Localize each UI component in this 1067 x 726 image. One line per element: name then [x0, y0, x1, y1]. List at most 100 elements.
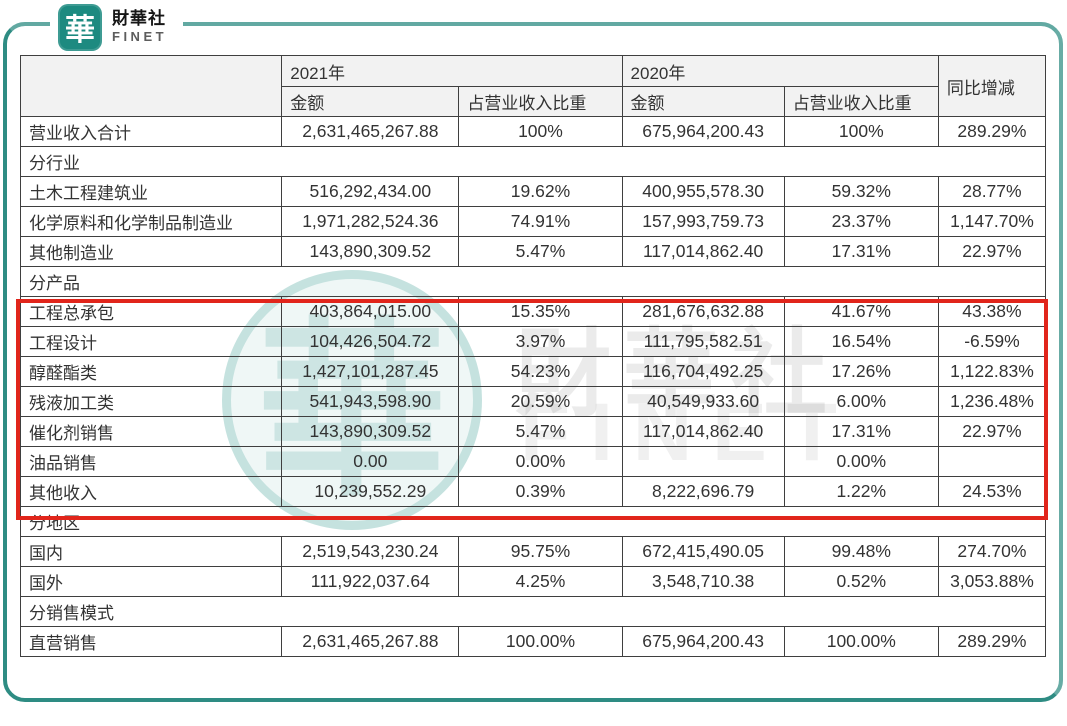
cell-2020-amount: 281,676,632.88: [621, 296, 785, 327]
cell-2021-ratio: 5.47%: [458, 416, 623, 447]
section-row: 分产品: [20, 266, 1046, 297]
cell-2021-ratio: 0.39%: [458, 476, 623, 507]
table-row: 残液加工类 541,943,598.90 20.59% 40,549,933.60 6.…: [19, 386, 1047, 417]
header-row-subcolumns: 金额 占营业收入比重 金额 占营业收入比重: [21, 86, 1046, 117]
row-label: 工程设计: [19, 326, 283, 357]
cell-2020-ratio: 17.26%: [783, 356, 939, 387]
cell-2020-amount: 400,955,578.30: [621, 176, 785, 207]
row-label: 土木工程建筑业: [19, 176, 283, 207]
cell-2020-amount: 672,415,490.05: [621, 536, 785, 567]
cell-2021-ratio: 3.97%: [458, 326, 623, 357]
cell-2021-ratio: 4.25%: [458, 566, 623, 597]
row-label: 其他制造业: [19, 236, 283, 267]
cell-2020-ratio: 17.31%: [783, 416, 939, 447]
cell-2020-ratio: 0.52%: [783, 566, 939, 597]
cell-yoy-change: 22.97%: [937, 416, 1047, 447]
cell-2021-ratio: 0.00%: [458, 446, 623, 477]
cell-2020-ratio: 99.48%: [783, 536, 939, 567]
cell-yoy-change: 22.97%: [937, 236, 1047, 267]
cell-2020-ratio: 59.32%: [783, 176, 939, 207]
cell-yoy-change: 1,236.48%: [937, 386, 1047, 417]
row-label: 醇醛酯类: [19, 356, 283, 387]
table-row: 醇醛酯类 1,427,101,287.45 54.23% 116,704,492.25…: [19, 356, 1047, 387]
table-row: 工程设计 104,426,504.72 3.97% 111,795,582.51 16.…: [19, 326, 1047, 357]
finet-logo: 華 財華社 FINET: [50, 0, 184, 52]
table-row: 其他制造业 143,890,309.52 5.47% 117,014,862.40 17…: [19, 236, 1047, 267]
finet-logo-name-en: FINET: [112, 29, 168, 45]
row-label: 直营销售: [19, 626, 283, 657]
section-label: 分销售模式: [20, 596, 1046, 627]
revenue-breakdown-table: 2021年 2020年 同比增减 金额 占营业收入比重 金额 占营业收入比重 营…: [19, 55, 1047, 657]
row-label: 残液加工类: [19, 386, 283, 417]
section-row: 分销售模式: [20, 596, 1046, 627]
cell-2021-amount: 541,943,598.90: [281, 386, 460, 417]
cell-2020-ratio: 100%: [783, 116, 939, 147]
table-row: 催化剂销售 143,890,309.52 5.47% 117,014,862.40 17…: [19, 416, 1047, 447]
cell-2020-ratio: 0.00%: [783, 446, 939, 477]
cell-2021-ratio: 95.75%: [458, 536, 623, 567]
table-row: 直营销售 2,631,465,267.88 100.00% 675,964,200.4…: [19, 626, 1047, 657]
cell-2021-ratio: 54.23%: [458, 356, 623, 387]
cell-2020-ratio: 1.22%: [783, 476, 939, 507]
header-year-2020: 2020年: [621, 55, 939, 87]
finet-logo-name-zh: 財華社: [112, 9, 166, 29]
cell-2020-amount: 117,014,862.40: [621, 416, 785, 447]
header-row-groups: 2021年 2020年 同比增减: [19, 55, 1047, 117]
row-label: 催化剂销售: [19, 416, 283, 447]
cell-2020-amount: [621, 446, 785, 477]
cell-2020-amount: 8,222,696.79: [621, 476, 785, 507]
header-corner-cell: [19, 55, 283, 117]
section-row: 分行业: [20, 146, 1046, 177]
cell-2021-amount: 2,631,465,267.88: [281, 626, 460, 657]
cell-2021-ratio: 19.62%: [458, 176, 623, 207]
table-row: 营业收入合计 2,631,465,267.88 100% 675,964,200.43…: [19, 116, 1047, 147]
cell-yoy-change: 289.29%: [937, 626, 1047, 657]
cell-2020-amount: 157,993,759.73: [621, 206, 785, 237]
cell-2020-ratio: 41.67%: [783, 296, 939, 327]
table-row: 工程总承包 403,864,015.00 15.35% 281,676,632.88 4…: [19, 296, 1047, 327]
table-row: 国外 111,922,037.64 4.25% 3,548,710.38 0.52% 3,…: [19, 566, 1047, 597]
finet-logo-char: 華: [65, 14, 95, 47]
cell-2021-ratio: 5.47%: [458, 236, 623, 267]
header-year-2021: 2021年: [281, 55, 623, 87]
cell-2021-ratio: 15.35%: [458, 296, 623, 327]
cell-2021-amount: 104,426,504.72: [281, 326, 460, 357]
cell-2021-amount: 516,292,434.00: [281, 176, 460, 207]
cell-yoy-change: 1,147.70%: [937, 206, 1047, 237]
cell-yoy-change: -6.59%: [937, 326, 1047, 357]
cell-2021-amount: 1,427,101,287.45: [281, 356, 460, 387]
cell-2020-amount: 675,964,200.43: [621, 626, 785, 657]
cell-yoy-change: 1,122.83%: [937, 356, 1047, 387]
table-row: 其他收入 10,239,552.29 0.39% 8,222,696.79 1.22% 2…: [19, 476, 1047, 507]
cell-2021-ratio: 74.91%: [458, 206, 623, 237]
table-row: 油品销售 0.00 0.00% 0.00%: [19, 446, 1047, 477]
row-label: 其他收入: [19, 476, 283, 507]
header-2020-amount: 金额: [621, 86, 785, 117]
cell-2021-ratio: 20.59%: [458, 386, 623, 417]
cell-2020-amount: 116,704,492.25: [621, 356, 785, 387]
cell-yoy-change: 3,053.88%: [937, 566, 1047, 597]
table-row: 国内 2,519,543,230.24 95.75% 672,415,490.05 99…: [19, 536, 1047, 567]
finet-logo-text: 財華社 FINET: [112, 10, 167, 43]
section-row: 分地区: [20, 506, 1046, 537]
cell-2020-amount: 117,014,862.40: [621, 236, 785, 267]
cell-yoy-change: [937, 446, 1047, 477]
cell-yoy-change: 43.38%: [937, 296, 1047, 327]
row-label: 国内: [19, 536, 283, 567]
section-label: 分行业: [20, 146, 1046, 177]
cell-2021-amount: 1,971,282,524.36: [281, 206, 460, 237]
cell-2021-amount: 143,890,309.52: [281, 416, 460, 447]
cell-2020-amount: 3,548,710.38: [621, 566, 785, 597]
cell-2021-amount: 0.00: [281, 446, 460, 477]
finet-logo-icon: 華: [58, 3, 102, 51]
header-2021-amount: 金额: [281, 86, 460, 117]
cell-yoy-change: 289.29%: [937, 116, 1047, 147]
cell-2020-amount: 675,964,200.43: [621, 116, 785, 147]
cell-2020-ratio: 17.31%: [783, 236, 939, 267]
cell-2020-amount: 111,795,582.51: [621, 326, 785, 357]
table-row: 土木工程建筑业 516,292,434.00 19.62% 400,955,578.3…: [19, 176, 1047, 207]
cell-2020-ratio: 23.37%: [783, 206, 939, 237]
header-yoy-change: 同比增减: [937, 55, 1047, 117]
row-label: 化学原料和化学制品制造业: [19, 206, 283, 237]
row-label: 工程总承包: [19, 296, 283, 327]
